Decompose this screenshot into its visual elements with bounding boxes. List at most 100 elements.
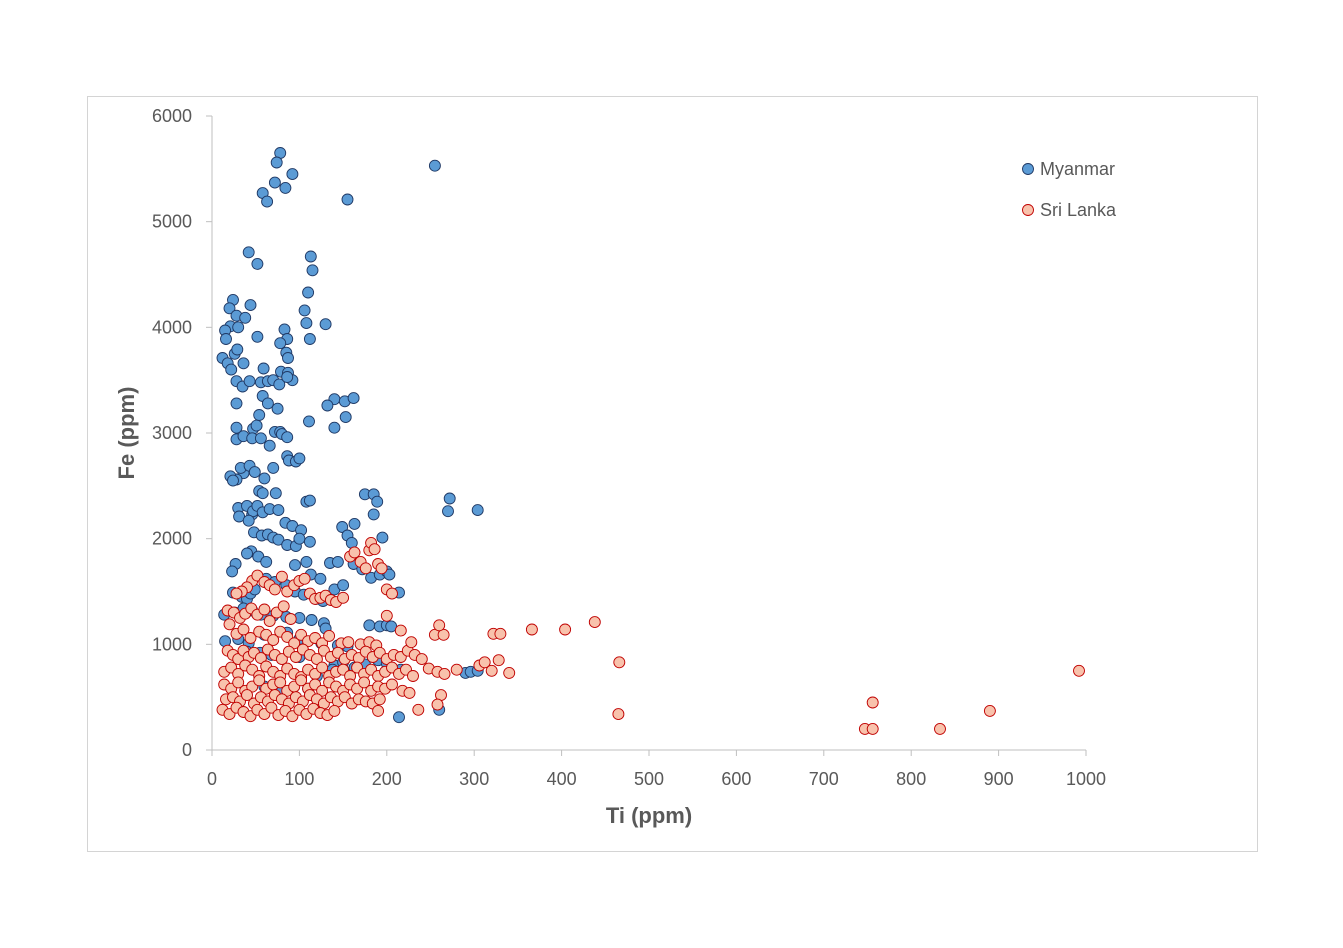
data-point <box>394 624 407 637</box>
data-point <box>270 156 283 169</box>
data-point <box>257 362 270 375</box>
data-point <box>612 708 625 721</box>
data-point <box>386 587 398 600</box>
x-tick-label: 800 <box>896 769 926 789</box>
data-point <box>225 363 238 376</box>
data-point <box>478 656 491 669</box>
y-tick-label: 5000 <box>152 212 192 232</box>
data-point <box>268 583 281 596</box>
data-point <box>372 704 385 717</box>
data-point <box>273 378 286 391</box>
data-point <box>503 666 516 679</box>
data-point <box>223 302 236 315</box>
data-point <box>243 375 256 388</box>
data-point <box>241 689 253 702</box>
data-point <box>282 352 294 364</box>
data-point <box>405 636 418 649</box>
data-point <box>256 487 269 500</box>
x-tick-label: 400 <box>547 769 577 789</box>
data-point <box>303 333 316 345</box>
data-point <box>277 600 290 613</box>
data-point <box>415 653 428 666</box>
data-point <box>260 555 273 568</box>
data-point <box>239 311 252 324</box>
x-tick-label: 1000 <box>1066 769 1106 789</box>
data-point <box>306 264 319 277</box>
x-tick-label: 100 <box>284 769 314 789</box>
data-point <box>303 494 316 507</box>
data-point <box>525 623 538 636</box>
data-point <box>253 674 266 687</box>
data-point <box>485 664 498 677</box>
data-point <box>226 565 239 578</box>
data-point <box>367 508 380 521</box>
data-points <box>216 147 1085 735</box>
data-point <box>337 579 350 592</box>
data-point <box>227 474 239 487</box>
x-tick-label: 200 <box>372 769 402 789</box>
data-point <box>251 257 264 270</box>
data-point <box>613 656 626 669</box>
legend: Myanmar Sri Lanka <box>1022 159 1117 220</box>
data-point <box>242 514 255 527</box>
data-point <box>244 299 257 312</box>
data-point <box>348 517 361 530</box>
data-point <box>934 722 946 735</box>
data-point <box>223 618 236 631</box>
data-point <box>281 371 294 383</box>
data-point <box>242 246 255 259</box>
data-point <box>314 572 327 585</box>
data-point <box>300 555 313 568</box>
data-point <box>428 159 441 172</box>
data-point <box>298 304 311 317</box>
data-point <box>295 674 308 687</box>
data-point <box>271 402 284 415</box>
data-point <box>286 168 299 181</box>
data-point <box>248 466 261 479</box>
data-point <box>220 333 232 345</box>
data-point <box>407 670 419 682</box>
data-point <box>412 703 425 716</box>
data-point <box>310 653 323 666</box>
data-point <box>272 533 285 546</box>
data-point <box>253 409 266 421</box>
x-tick-label: 900 <box>984 769 1014 789</box>
y-tick-label: 1000 <box>152 634 192 654</box>
data-point <box>303 415 315 428</box>
data-point <box>375 562 388 575</box>
data-point <box>450 663 463 676</box>
data-point <box>275 653 288 666</box>
y-tick-label: 4000 <box>152 317 192 337</box>
data-point <box>261 195 274 208</box>
data-point <box>323 629 336 642</box>
data-point <box>471 504 484 517</box>
data-point <box>304 250 317 263</box>
data-point <box>244 632 257 644</box>
data-point <box>269 487 282 500</box>
data-point <box>983 704 996 717</box>
legend-label-sri-lanka: Sri Lanka <box>1040 200 1117 220</box>
data-point <box>274 676 287 689</box>
data-point <box>251 330 264 343</box>
data-point <box>866 722 879 735</box>
legend-marker-myanmar <box>1022 163 1034 175</box>
data-point <box>1073 664 1085 677</box>
data-point <box>293 452 306 465</box>
data-point <box>303 535 316 548</box>
data-point <box>250 419 263 432</box>
data-point <box>442 505 454 518</box>
y-axis-title: Fe (ppm) <box>114 387 139 480</box>
data-point <box>321 399 334 412</box>
x-tick-label: 500 <box>634 769 664 789</box>
y-tick-label: 2000 <box>152 529 192 549</box>
data-point <box>588 616 601 629</box>
data-point <box>494 627 507 640</box>
data-point <box>358 676 371 689</box>
data-point <box>305 614 318 626</box>
data-point <box>288 637 301 650</box>
data-point <box>328 704 341 717</box>
data-point <box>359 562 372 575</box>
data-point <box>337 591 350 604</box>
data-point <box>341 193 354 206</box>
data-point <box>289 559 301 572</box>
